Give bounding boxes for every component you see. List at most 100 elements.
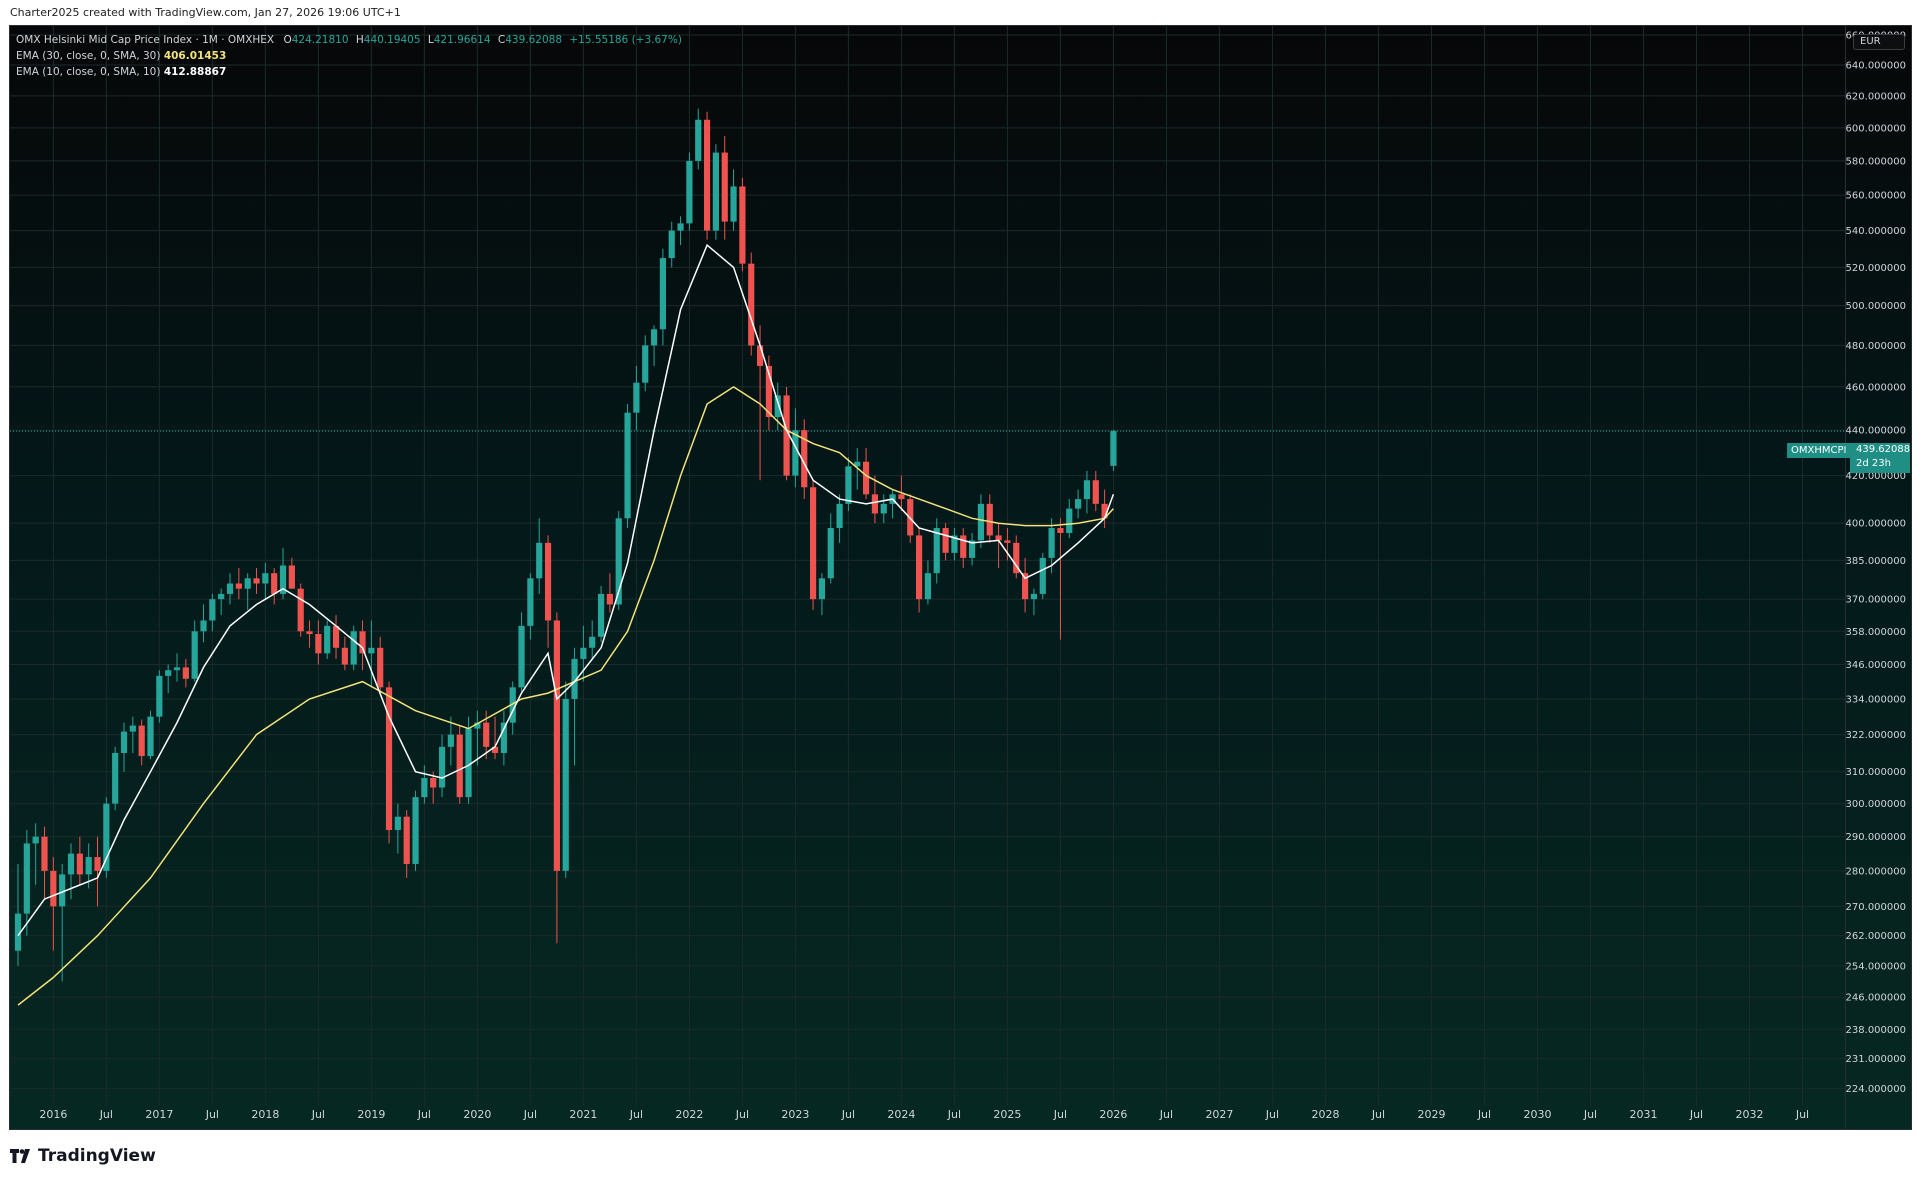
- candle-body: [173, 667, 181, 671]
- price-tick-label: 500.000000: [1846, 301, 1906, 312]
- candle-body: [827, 528, 834, 579]
- price-tick-label: 322.000000: [1846, 730, 1906, 741]
- candle-body: [880, 503, 887, 514]
- candle-body: [1030, 593, 1038, 600]
- time-tick-label: 2031: [1629, 1108, 1657, 1121]
- ohlc-high-label: H: [355, 34, 364, 46]
- candle-body: [960, 535, 967, 558]
- chart-panel[interactable]: 224.000000 231.000000 238.000000 246.000000…: [9, 25, 1912, 1130]
- candle-body: [76, 853, 83, 875]
- price-tick-label: 640.000000: [1846, 60, 1906, 71]
- time-tick-label: 2027: [1205, 1108, 1233, 1121]
- time-tick-label: 2019: [357, 1108, 385, 1121]
- candle-body: [871, 494, 879, 514]
- tradingview-logo[interactable]: TradingView: [10, 1146, 156, 1166]
- time-tick-label: 2022: [675, 1108, 703, 1121]
- price-scale[interactable]: [1845, 26, 1911, 1129]
- time-tick-label: Jul: [947, 1108, 961, 1121]
- candle-body: [765, 365, 772, 418]
- candle-body: [306, 631, 313, 635]
- candle-body: [845, 466, 852, 504]
- ema30-label: EMA (30, close, 0, SMA, 30): [16, 50, 161, 62]
- candle-body: [659, 258, 666, 330]
- time-tick-label: Jul: [841, 1108, 855, 1121]
- candle-body: [403, 816, 410, 864]
- candle-body: [341, 647, 348, 665]
- candle-body: [854, 461, 861, 467]
- candle-body: [721, 152, 728, 222]
- last-price-tag: 439.62088 2d 23h: [1850, 443, 1910, 473]
- ema30-row[interactable]: EMA (30, close, 0, SMA, 30) 406.01453: [16, 48, 682, 64]
- price-tick-label: 440.000000: [1846, 426, 1906, 437]
- candle-body: [1004, 540, 1011, 543]
- candle-body: [518, 625, 525, 688]
- candle-body: [809, 487, 817, 600]
- candle-body: [748, 263, 755, 346]
- ema-lines: [17, 243, 1115, 1006]
- time-tick-label: Jul: [417, 1108, 431, 1121]
- currency-button[interactable]: EUR: [1853, 34, 1905, 50]
- price-tick-label: 280.000000: [1846, 866, 1906, 877]
- ticker-tag: OMXHMCPI: [1787, 443, 1851, 458]
- symbol-title: OMX Helsinki Mid Cap Price Index · 1M · …: [16, 34, 275, 46]
- candle-body: [244, 578, 251, 589]
- candle-body: [491, 746, 499, 753]
- time-tick-label: Jul: [99, 1108, 113, 1121]
- time-tick-label: 2025: [993, 1108, 1021, 1121]
- price-tick-label: 370.000000: [1846, 595, 1906, 606]
- candle-body: [1039, 557, 1046, 594]
- candle-body: [862, 461, 870, 495]
- candle-body: [1066, 508, 1073, 533]
- candle-body: [474, 722, 481, 729]
- time-tick-label: Jul: [523, 1108, 537, 1121]
- price-tick-label: 580.000000: [1846, 156, 1906, 167]
- price-tick-label: 540.000000: [1846, 226, 1906, 237]
- last-price-value: 439.62088: [1856, 444, 1911, 455]
- candle-body: [483, 722, 490, 747]
- time-tick-label: 2029: [1417, 1108, 1445, 1121]
- ema10-row[interactable]: EMA (10, close, 0, SMA, 10) 412.88867: [16, 64, 682, 80]
- candle-body: [968, 540, 976, 558]
- time-tick-label: 2032: [1735, 1108, 1763, 1121]
- candle-body: [191, 631, 198, 679]
- time-tick-label: 2026: [1099, 1108, 1127, 1121]
- candle-body: [668, 230, 675, 259]
- time-tick-label: 2028: [1311, 1108, 1339, 1121]
- ohlc-close-value: 439.62088: [505, 34, 562, 46]
- price-tick-label: 480.000000: [1846, 341, 1906, 352]
- candle-body: [995, 535, 1002, 541]
- candle-body: [606, 593, 613, 605]
- candle-body: [262, 573, 269, 584]
- time-tick-label: Jul: [311, 1108, 325, 1121]
- candles: [14, 108, 1117, 982]
- ohlc-high-value: 440.19405: [363, 34, 421, 46]
- candle-body: [332, 625, 340, 648]
- tradingview-logo-icon: [10, 1149, 30, 1163]
- price-tick-label: 520.000000: [1846, 263, 1906, 274]
- price-tick-label: 224.000000: [1846, 1084, 1906, 1095]
- candle-body: [350, 631, 357, 665]
- candle-body: [41, 836, 48, 871]
- candle-body: [1075, 499, 1082, 509]
- candle-body: [739, 186, 746, 264]
- time-tick-label: Jul: [1371, 1108, 1385, 1121]
- candle-body: [1048, 528, 1055, 558]
- candle-body: [1101, 503, 1108, 519]
- price-tick-label: 346.000000: [1846, 660, 1906, 671]
- candle-body: [456, 734, 463, 798]
- candle-body: [650, 329, 658, 346]
- price-tick-label: 290.000000: [1846, 832, 1906, 843]
- candle-body: [465, 728, 472, 798]
- time-tick-label: Jul: [1159, 1108, 1173, 1121]
- time-tick-label: Jul: [1689, 1108, 1703, 1121]
- candle-body: [271, 573, 278, 594]
- candle-body: [421, 777, 428, 798]
- time-tick-label: Jul: [629, 1108, 643, 1121]
- time-tick-label: Jul: [1795, 1108, 1809, 1121]
- time-tick-label: Jul: [1053, 1108, 1067, 1121]
- time-tick-label: Jul: [735, 1108, 749, 1121]
- ohlc-low-value: 421.96614: [433, 34, 491, 46]
- candle-body: [580, 647, 587, 659]
- chart-plot[interactable]: 224.000000 231.000000 238.000000 246.000000…: [10, 26, 1912, 1130]
- candle-body: [801, 430, 808, 488]
